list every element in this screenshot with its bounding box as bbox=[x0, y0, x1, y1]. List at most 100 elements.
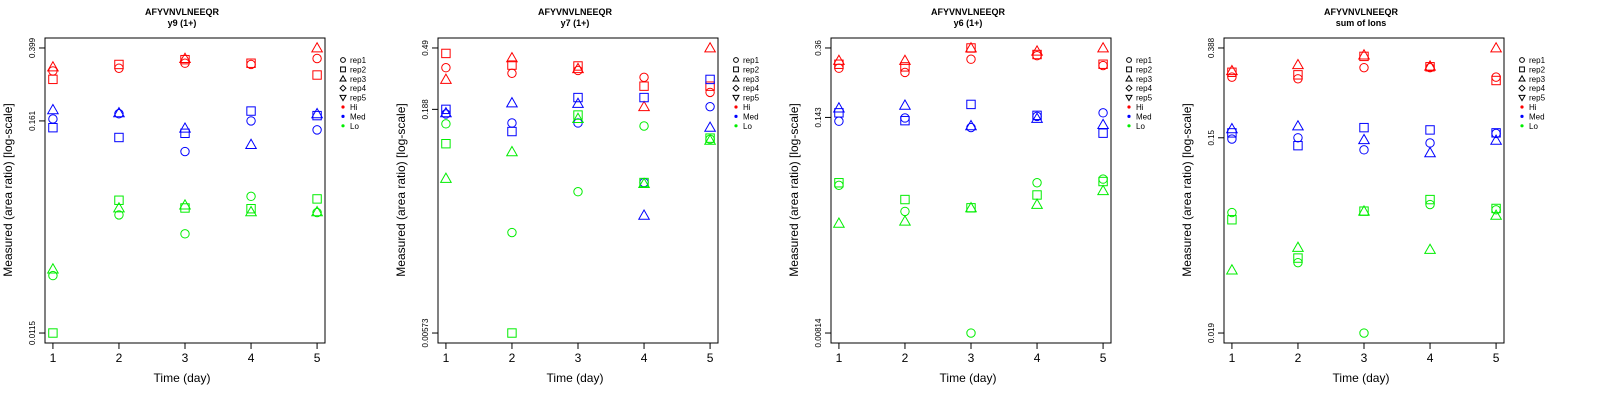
legend-label: rep2 bbox=[350, 65, 367, 74]
legend-label: rep1 bbox=[350, 56, 367, 65]
y-tick-label: 0.00814 bbox=[814, 318, 823, 347]
legend-marker bbox=[1518, 94, 1526, 102]
data-point bbox=[46, 60, 60, 72]
data-point bbox=[312, 125, 322, 135]
legend-marker bbox=[732, 94, 740, 102]
x-tick-label: 3 bbox=[968, 351, 975, 365]
legend-marker bbox=[340, 57, 346, 63]
legend-label: rep2 bbox=[743, 65, 760, 74]
legend-label: Med bbox=[1136, 112, 1152, 121]
data-point bbox=[180, 146, 190, 157]
data-point bbox=[705, 87, 715, 98]
legend-marker bbox=[1125, 84, 1133, 92]
data-point bbox=[112, 106, 126, 118]
data-point bbox=[573, 187, 583, 197]
data-point bbox=[1293, 133, 1303, 143]
chart-title: AFYVNVLNEEQR bbox=[1324, 7, 1399, 17]
legend-label: rep4 bbox=[1529, 84, 1546, 93]
data-point bbox=[507, 227, 517, 238]
data-point bbox=[1359, 122, 1369, 133]
data-point bbox=[898, 99, 912, 110]
data-point bbox=[573, 110, 583, 120]
data-point bbox=[180, 58, 190, 68]
x-axis-label: Time (day) bbox=[547, 371, 604, 385]
data-point bbox=[312, 70, 322, 80]
data-point bbox=[441, 104, 451, 115]
data-point bbox=[966, 99, 976, 110]
chart-panel-3: AFYVNVLNEEQR y6 (1+) Time (day) Measured… bbox=[786, 0, 1186, 400]
legend-label: rep5 bbox=[350, 94, 367, 103]
y-tick-label: 0.36 bbox=[814, 40, 823, 56]
data-point bbox=[244, 205, 258, 217]
legend-marker bbox=[1125, 94, 1133, 102]
data-point bbox=[1227, 72, 1237, 82]
data-point bbox=[180, 128, 190, 139]
data-point bbox=[507, 126, 517, 137]
data-point bbox=[900, 62, 910, 72]
data-point bbox=[705, 81, 715, 91]
y-tick-label: 0.0115 bbox=[28, 321, 37, 345]
data-point bbox=[310, 205, 324, 217]
data-point bbox=[900, 206, 910, 217]
data-point bbox=[1096, 41, 1110, 53]
plot-frame bbox=[437, 37, 719, 344]
data-point bbox=[505, 145, 519, 157]
data-point bbox=[1030, 198, 1044, 209]
data-point bbox=[571, 112, 585, 123]
data-point bbox=[1491, 75, 1501, 86]
y-axis-label: Measured (area ratio) [log-scale] bbox=[394, 103, 408, 276]
legend-marker bbox=[1520, 114, 1524, 118]
legend-marker bbox=[1126, 57, 1132, 63]
legend-marker bbox=[341, 114, 345, 118]
data-point bbox=[114, 132, 124, 143]
x-tick-label: 3 bbox=[182, 351, 189, 365]
legend-marker bbox=[1127, 124, 1131, 128]
data-point bbox=[639, 121, 649, 131]
legend-label: Hi bbox=[1529, 103, 1537, 112]
data-point bbox=[46, 262, 60, 274]
data-point bbox=[112, 201, 126, 213]
data-point bbox=[705, 101, 715, 112]
legend-label: rep1 bbox=[1136, 56, 1153, 65]
legend-label: Lo bbox=[743, 122, 752, 131]
data-point bbox=[637, 177, 651, 189]
legend-marker bbox=[339, 74, 347, 82]
data-point bbox=[964, 119, 978, 131]
data-point bbox=[834, 178, 844, 188]
data-point bbox=[832, 217, 846, 228]
data-point bbox=[1227, 134, 1237, 144]
x-axis-label: Time (day) bbox=[154, 371, 211, 385]
legend-label: rep3 bbox=[350, 75, 367, 84]
data-point bbox=[571, 62, 585, 74]
legend-label: rep1 bbox=[1529, 56, 1546, 65]
x-tick-label: 1 bbox=[836, 351, 843, 365]
legend-marker bbox=[341, 124, 345, 128]
data-point bbox=[964, 201, 978, 213]
data-point bbox=[1489, 209, 1503, 220]
legend-label: rep2 bbox=[1136, 65, 1153, 74]
legend-marker bbox=[339, 94, 347, 102]
data-point bbox=[48, 74, 58, 85]
legend-label: Med bbox=[350, 112, 366, 121]
legend-marker bbox=[734, 114, 738, 118]
chart-title: AFYVNVLNEEQR bbox=[538, 7, 613, 17]
plot-frame bbox=[44, 37, 326, 344]
data-point bbox=[441, 138, 451, 149]
data-point bbox=[246, 204, 256, 214]
data-point bbox=[246, 116, 256, 126]
legend-marker bbox=[733, 57, 739, 63]
data-point bbox=[900, 194, 910, 205]
data-point bbox=[114, 210, 124, 220]
legend-label: rep2 bbox=[1529, 65, 1546, 74]
data-point bbox=[832, 54, 846, 65]
data-point bbox=[639, 72, 649, 83]
marks-layer: 1 2 3 4 5 0.0115 0.161 0.399 rep1rep2rep3rep4rep… bbox=[28, 37, 367, 365]
legend-label: rep4 bbox=[1136, 84, 1153, 93]
data-point bbox=[439, 106, 453, 118]
data-point bbox=[1425, 62, 1435, 72]
chart-subtitle: sum of Ions bbox=[1336, 18, 1387, 28]
data-point bbox=[637, 209, 651, 220]
x-tick-label: 2 bbox=[902, 351, 909, 365]
data-point bbox=[898, 214, 912, 226]
